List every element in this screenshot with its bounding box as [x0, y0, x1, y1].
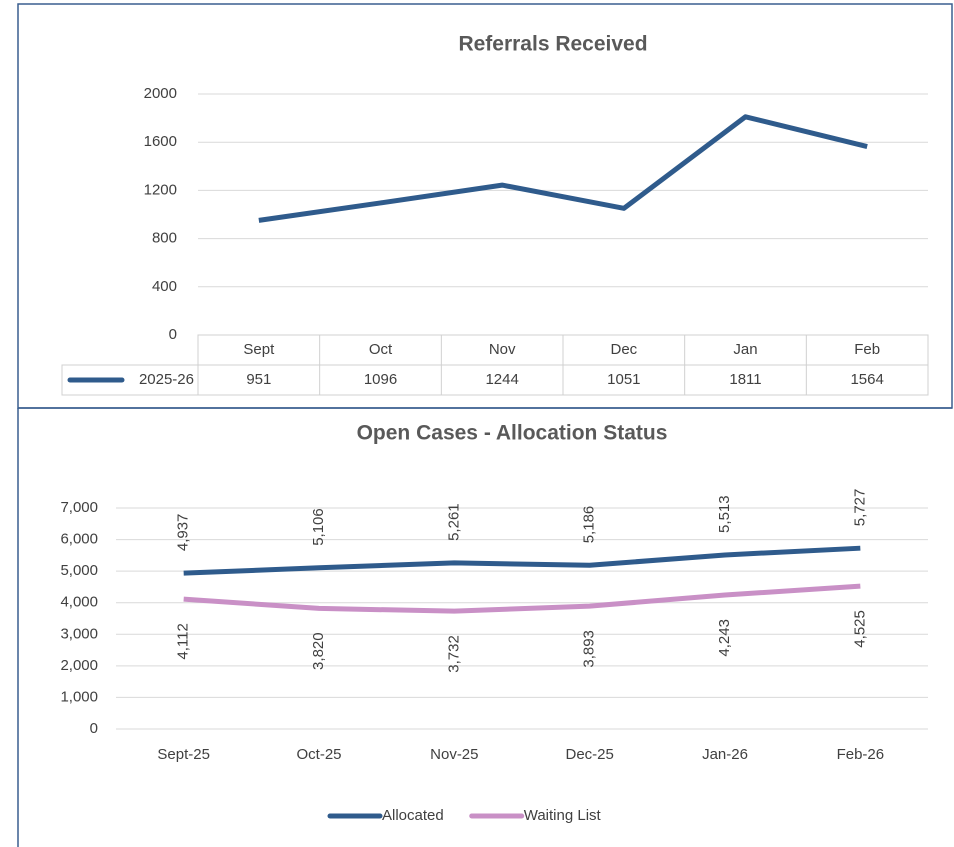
x-tick-label: Sept: [243, 341, 275, 358]
chart-title: Referrals Received: [458, 33, 647, 56]
table-value: 1096: [364, 371, 397, 388]
x-tick-label: Jan-26: [702, 746, 748, 763]
table-value: 1051: [607, 371, 640, 388]
data-label: 4,525: [851, 610, 868, 648]
legend-label: Allocated: [382, 807, 444, 824]
x-tick-label: Sept-25: [157, 746, 210, 763]
table-value: 1244: [485, 371, 518, 388]
table-value: 1564: [850, 371, 883, 388]
y-tick-label: 6,000: [60, 531, 98, 548]
y-tick-label: 400: [152, 278, 177, 295]
data-label: 3,820: [310, 632, 327, 670]
y-tick-label: 0: [90, 720, 98, 737]
data-label: 5,727: [851, 489, 868, 527]
y-tick-label: 3,000: [60, 625, 98, 642]
line-series: [183, 583, 861, 614]
y-tick-label: 5,000: [60, 562, 98, 579]
x-tick-label: Oct-25: [296, 746, 341, 763]
y-tick-label: 2,000: [60, 657, 98, 674]
table-value: 1811: [729, 371, 761, 388]
x-tick-label: Oct: [369, 341, 393, 358]
frame-top: [17, 3, 953, 409]
data-label: 3,893: [581, 630, 598, 668]
y-tick-label: 1200: [144, 181, 177, 198]
chart-title: Open Cases - Allocation Status: [357, 422, 668, 445]
x-tick-label: Dec: [610, 341, 637, 358]
data-label: 4,937: [175, 514, 192, 552]
y-tick-label: 0: [169, 326, 177, 343]
data-label: 5,513: [716, 495, 733, 533]
y-tick-label: 4,000: [60, 594, 98, 611]
line-series: [258, 114, 868, 223]
x-tick-label: Jan: [733, 341, 757, 358]
data-label: 5,261: [445, 503, 462, 541]
data-label: 5,186: [581, 506, 598, 544]
legend-label: 2025-26: [139, 371, 194, 388]
y-tick-label: 2000: [144, 85, 177, 102]
data-label: 4,112: [175, 623, 192, 659]
x-tick-label: Nov-25: [430, 746, 478, 763]
legend-label: Waiting List: [524, 807, 602, 824]
x-tick-label: Feb: [854, 341, 880, 358]
y-tick-label: 1,000: [60, 688, 98, 705]
data-table-legend-cell: [61, 364, 199, 396]
table-value: 951: [246, 371, 271, 388]
line-series: [183, 545, 861, 576]
x-tick-label: Feb-26: [837, 746, 885, 763]
y-tick-label: 800: [152, 230, 177, 247]
y-tick-label: 1600: [144, 133, 177, 150]
data-label: 5,106: [310, 508, 327, 546]
data-label: 3,732: [445, 635, 462, 673]
y-tick-label: 7,000: [60, 499, 98, 516]
x-tick-label: Nov: [489, 341, 516, 358]
x-tick-label: Dec-25: [565, 746, 613, 763]
data-label: 4,243: [716, 619, 733, 657]
